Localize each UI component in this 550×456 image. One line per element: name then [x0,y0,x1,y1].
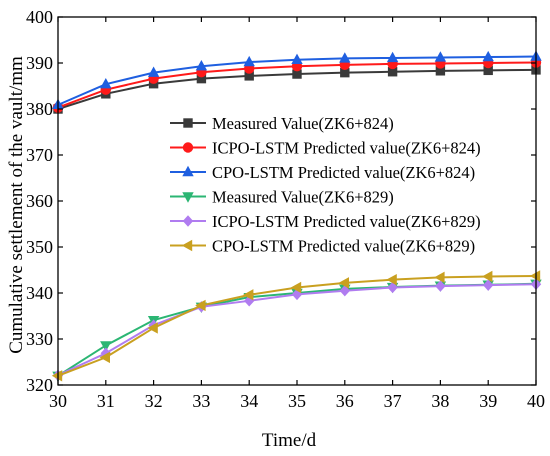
series-layer [51,50,542,382]
legend-label: Measured Value(ZK6+829) [212,188,394,207]
data-point [292,69,302,79]
legend: Measured Value(ZK6+824) ICPO-LSTM Predict… [170,114,481,256]
legend-label: CPO-LSTM Predicted value(ZK6+824) [212,163,475,182]
y-tick-label: 350 [26,237,53,257]
data-point [147,322,158,334]
data-point [339,52,351,63]
data-point [196,73,207,84]
data-point [243,55,255,67]
data-point [482,50,494,62]
x-tick-label: 32 [145,391,163,411]
x-tick-label: 38 [431,391,449,411]
y-tick-label: 370 [26,145,53,165]
x-tick-label: 40 [527,391,545,411]
x-tick-label: 31 [97,391,115,411]
x-tick-label: 33 [192,391,210,411]
axes-layer: 30 31 32 33 34 35 36 37 38 39 40 320 330 340 350 360 370… [26,7,545,411]
x-tick-label: 36 [336,391,354,411]
data-point [435,280,446,292]
data-point [386,273,397,286]
data-point [434,271,445,284]
data-point [195,60,208,71]
legend-label: CPO-LSTM Predicted value(ZK6+829) [212,237,475,256]
series-1 [53,65,541,114]
data-point [435,66,446,76]
x-axis-title: Time/d [262,430,317,451]
data-point [387,281,398,294]
data-point [244,71,254,81]
x-tick-label: 37 [384,391,402,411]
data-point [529,270,541,282]
y-tick-label: 340 [26,283,53,303]
data-point [386,51,399,63]
legend-entry: ICPO-LSTM Predicted value(ZK6+824) [170,139,481,158]
y-axis-title: Cumulative settlement of the vault/mm [6,56,27,354]
legend-swatch-marker [182,215,194,227]
x-tick-label: 30 [49,391,67,411]
data-point [339,285,350,297]
y-tick-label: 330 [26,329,53,349]
data-point [147,66,160,77]
legend-entry: CPO-LSTM Predicted value(ZK6+824) [170,163,475,182]
data-point [483,279,494,291]
data-point [338,277,349,289]
x-tick-label: 35 [288,391,306,411]
data-point [387,67,398,77]
data-point [290,281,302,294]
data-point [99,351,110,364]
data-point [340,67,350,78]
data-point [100,77,112,89]
y-tick-label: 380 [26,99,53,119]
legend-swatch-marker [182,142,194,153]
series-3 [52,50,542,110]
series-6 [51,270,541,382]
legend-entry: Measured Value(ZK6+829) [170,188,394,207]
legend-swatch-marker [182,192,194,203]
y-tick-label: 360 [26,191,53,211]
legend-label: Measured Value(ZK6+824) [212,114,394,133]
legend-entry: CPO-LSTM Predicted value(ZK6+829) [170,237,475,256]
x-tick-label: 34 [240,391,258,411]
legend-swatch-marker [183,118,193,128]
legend-swatch-marker [181,239,193,252]
legend-label: ICPO-LSTM Predicted value(ZK6+829) [212,212,481,231]
legend-label: ICPO-LSTM Predicted value(ZK6+824) [212,139,481,158]
data-point [483,65,493,76]
legend-swatch-marker [182,165,194,177]
y-tick-label: 400 [26,7,53,27]
data-point [434,51,447,62]
data-point [195,299,206,312]
data-point [291,53,303,64]
series-2 [52,57,542,113]
x-tick-label: 39 [479,391,497,411]
data-point [51,370,63,382]
data-point [482,270,493,283]
y-tick-label: 390 [26,53,53,73]
data-point [100,341,112,352]
series-5 [52,278,542,382]
legend-entry: ICPO-LSTM Predicted value(ZK6+829) [170,212,481,231]
data-point [243,289,254,301]
legend-entry: Measured Value(ZK6+824) [170,114,394,133]
y-tick-label: 320 [26,375,53,395]
